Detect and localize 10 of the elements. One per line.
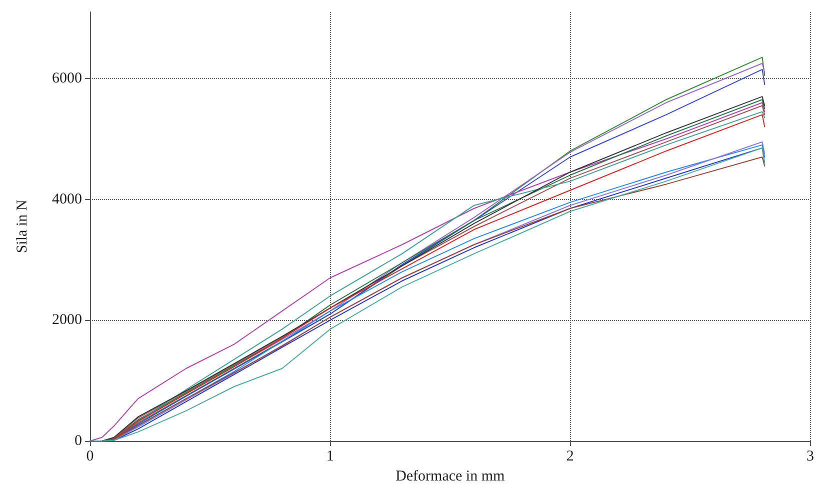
x-tick-label: 1 [326, 448, 334, 464]
y-tick-label: 0 [74, 433, 82, 449]
y-tick-label: 2000 [52, 312, 82, 328]
x-tick-label: 0 [86, 448, 94, 464]
y-tick-label: 4000 [52, 191, 82, 208]
y-axis-title: Sila in N [14, 200, 30, 254]
x-tick-label: 2 [566, 448, 574, 464]
y-tick-label: 6000 [52, 70, 82, 86]
x-axis-title: Deformace in mm [396, 468, 506, 484]
x-tick-label: 3 [806, 448, 814, 464]
